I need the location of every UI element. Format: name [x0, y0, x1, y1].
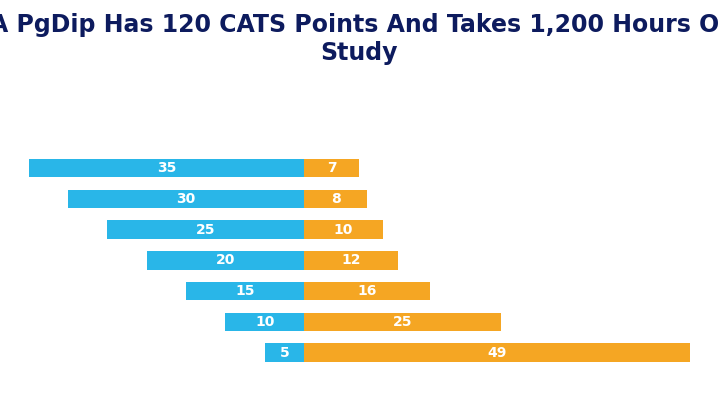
Bar: [304, 251, 398, 270]
Legend: Hours of Study Each Week, Months to Gain a PgDip: Hours of Study Each Week, Months to Gain…: [137, 416, 589, 420]
Bar: [265, 344, 304, 362]
Text: 25: 25: [196, 223, 216, 236]
Text: 8: 8: [331, 192, 340, 206]
Text: 15: 15: [235, 284, 255, 298]
Text: 35: 35: [157, 161, 176, 175]
Text: 20: 20: [216, 253, 235, 268]
Text: 10: 10: [334, 223, 353, 236]
Bar: [304, 190, 367, 208]
Text: 10: 10: [255, 315, 275, 329]
Text: 5: 5: [280, 346, 289, 360]
Bar: [304, 344, 690, 362]
Bar: [304, 282, 430, 300]
Bar: [107, 220, 304, 239]
Text: 12: 12: [342, 253, 361, 268]
Bar: [304, 159, 360, 177]
Bar: [147, 251, 304, 270]
Text: 16: 16: [357, 284, 377, 298]
Bar: [68, 190, 304, 208]
Text: 7: 7: [327, 161, 336, 175]
Text: 49: 49: [487, 346, 506, 360]
Bar: [186, 282, 304, 300]
Bar: [226, 313, 304, 331]
Text: A PgDip Has 120 CATS Points And Takes 1,200 Hours Of
Study: A PgDip Has 120 CATS Points And Takes 1,…: [0, 13, 719, 66]
Text: 30: 30: [176, 192, 196, 206]
Bar: [29, 159, 304, 177]
Bar: [304, 313, 500, 331]
Bar: [304, 220, 383, 239]
Text: 25: 25: [393, 315, 412, 329]
